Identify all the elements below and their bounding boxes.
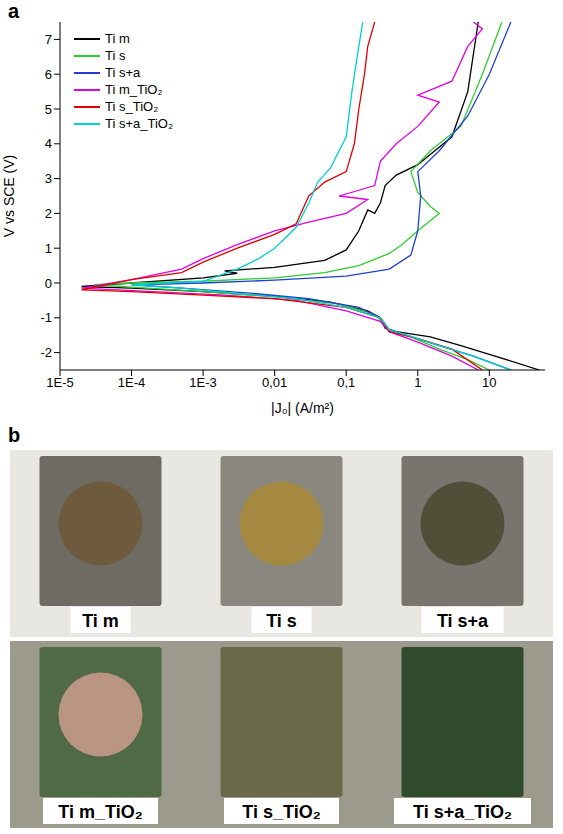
svg-text:V vs SCE (V): V vs SCE (V) <box>1 155 17 237</box>
svg-text:7: 7 <box>45 32 52 47</box>
svg-text:10: 10 <box>482 375 496 390</box>
svg-text:2: 2 <box>45 206 52 221</box>
svg-text:1E-4: 1E-4 <box>118 375 145 390</box>
svg-text:Ti m: Ti m <box>82 611 119 631</box>
svg-text:4: 4 <box>45 136 52 151</box>
svg-text:0: 0 <box>45 276 52 291</box>
html-text:Ti m: Ti m <box>105 31 130 46</box>
html-text:Ti s+a_TiO₂: Ti s+a_TiO₂ <box>105 116 173 131</box>
svg-text:6: 6 <box>45 67 52 82</box>
html-text:a: a <box>8 0 20 22</box>
svg-text:0,1: 0,1 <box>337 375 355 390</box>
svg-text:5: 5 <box>45 102 52 117</box>
svg-text:-2: -2 <box>40 345 52 360</box>
svg-text:-1: -1 <box>40 310 52 325</box>
svg-text:3: 3 <box>45 171 52 186</box>
svg-text:1E-5: 1E-5 <box>46 375 73 390</box>
svg-text:1E-3: 1E-3 <box>189 375 216 390</box>
svg-text:Ti m_TiO₂: Ti m_TiO₂ <box>58 802 142 822</box>
html-text:Ti s+a: Ti s+a <box>105 65 141 80</box>
svg-text:1: 1 <box>45 241 52 256</box>
svg-text:Ti s+a: Ti s+a <box>437 611 489 631</box>
svg-text:0,01: 0,01 <box>262 375 287 390</box>
html-text:b: b <box>8 424 21 446</box>
svg-text:Ti s+a_TiO₂: Ti s+a_TiO₂ <box>413 802 512 822</box>
html-text:Ti m_TiO₂: Ti m_TiO₂ <box>105 82 163 97</box>
html-text:Ti s_TiO₂: Ti s_TiO₂ <box>105 99 159 114</box>
svg-text:Ti s: Ti s <box>266 611 297 631</box>
html-text:Ti s: Ti s <box>105 48 126 63</box>
svg-text:|J₀| (A/m²): |J₀| (A/m²) <box>271 400 334 416</box>
svg-text:Ti s_TiO₂: Ti s_TiO₂ <box>242 802 320 822</box>
svg-text:1: 1 <box>414 375 421 390</box>
